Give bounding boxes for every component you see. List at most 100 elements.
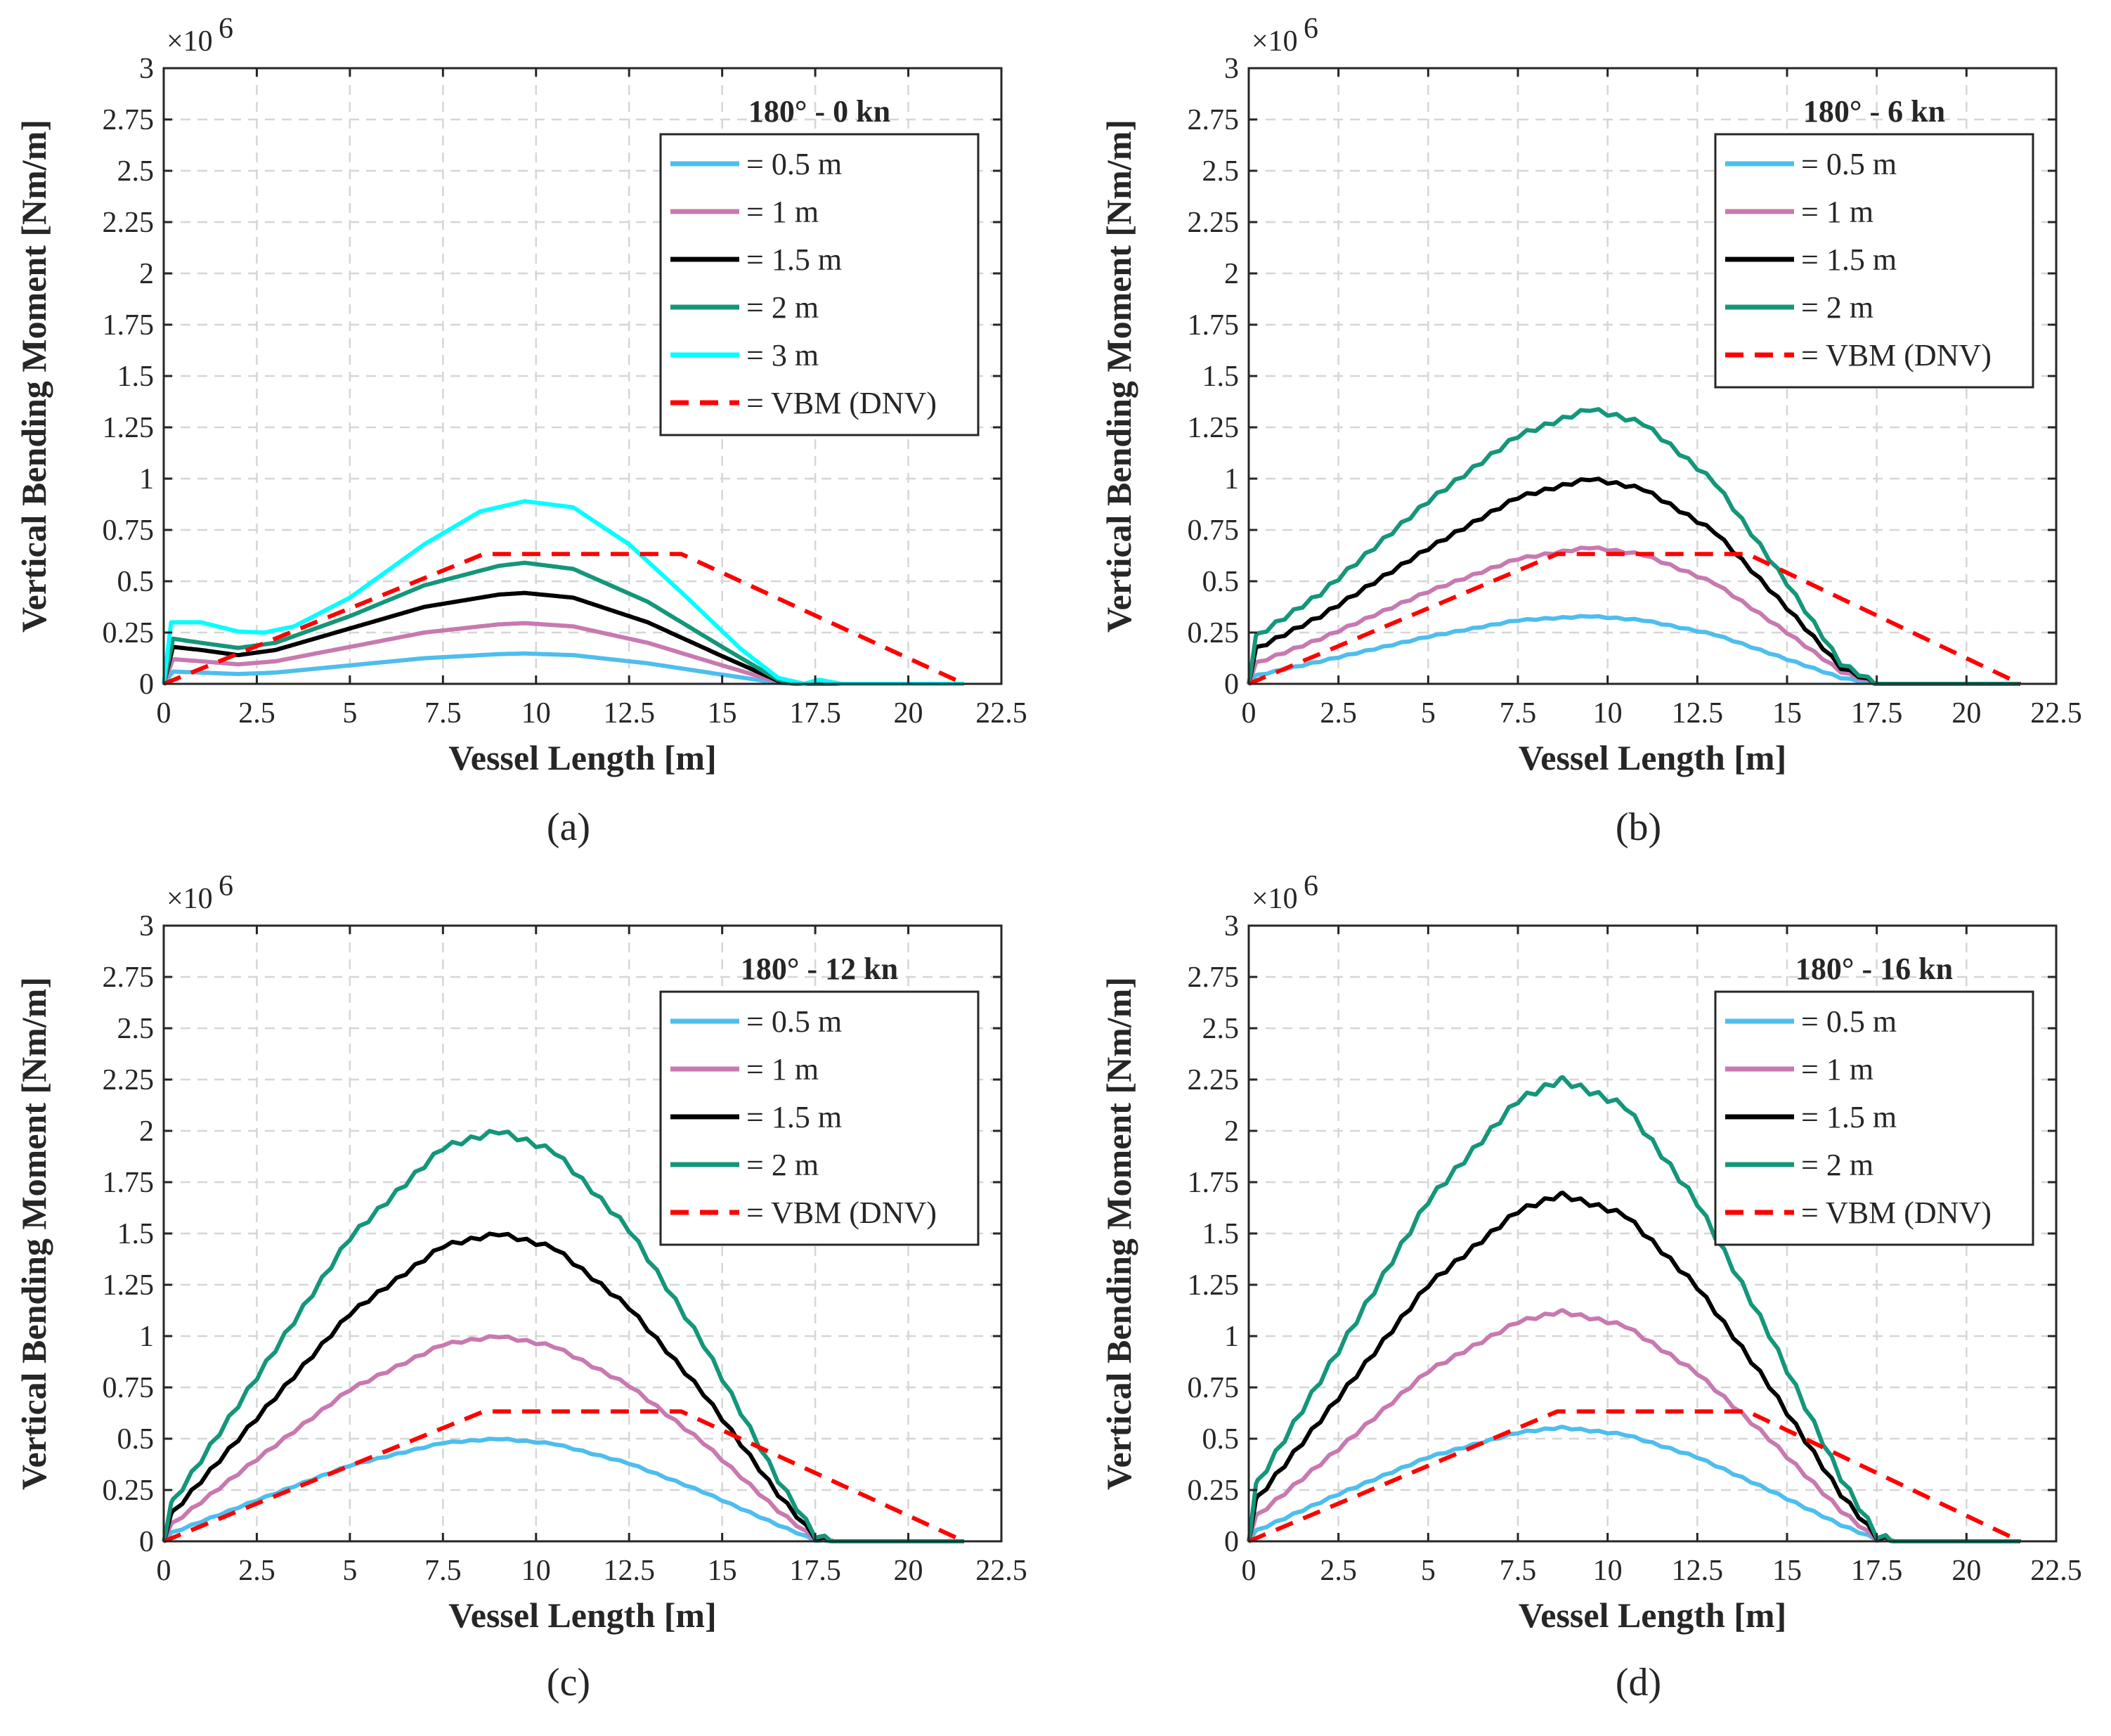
ticks: 0 2.5 5 7.5 10 12.5 15 17.5 20 22.500.250.50.7511…	[103, 910, 1027, 1587]
y-multiplier: ×10 6	[167, 13, 233, 58]
legend-title: 180° - 12 kn	[741, 952, 898, 986]
legend: 180° - 12 kn = 0.5 m = 1 m = 1.5 m = 2 m = VB…	[659, 952, 980, 1246]
legend-title: 180° - 6 kn	[1803, 94, 1945, 129]
series-line-4	[1247, 552, 2022, 686]
y-tick-label: 2	[139, 1115, 154, 1148]
x-axis-label: Vessel Length [m]	[448, 738, 716, 777]
x-tick-label: 15	[708, 1555, 737, 1587]
y-multiplier-base: ×10	[167, 25, 213, 58]
panel-label: (d)	[1616, 1661, 1661, 1704]
y-tick-label: 3	[1224, 910, 1239, 943]
x-tick-label: 2.5	[1320, 697, 1357, 730]
x-tick-label: 5	[342, 1555, 357, 1587]
y-tick-label: 0.5	[1202, 1423, 1240, 1456]
x-tick-label: 10	[521, 1555, 551, 1587]
y-tick-label: 2.25	[103, 207, 155, 239]
x-axis-label: Vessel Length [m]	[1519, 738, 1786, 777]
y-multiplier-exponent: 6	[219, 13, 233, 45]
x-tick-label: 20	[1951, 1555, 1981, 1587]
legend: 180° - 6 kn = 0.5 m = 1 m = 1.5 m = 2 m = VBM…	[1714, 94, 2034, 389]
x-tick-label: 12.5	[603, 697, 655, 730]
x-tick-label: 17.5	[1851, 1555, 1903, 1587]
y-tick-label: 1	[139, 463, 154, 495]
y-axis-label: Vertical Bending Moment [Nm/m]	[1099, 977, 1138, 1490]
y-tick-label: 3	[139, 53, 154, 85]
y-tick-label: 1.5	[1202, 361, 1240, 393]
legend-entry-0: = 0.5 m	[746, 147, 842, 181]
y-tick-label: 1	[139, 1321, 154, 1353]
x-tick-label: 10	[1593, 697, 1623, 730]
legend-entry-3: = 2 m	[1801, 290, 1873, 325]
x-tick-label: 22.5	[975, 697, 1027, 730]
y-tick-label: 2.75	[103, 104, 155, 136]
legend-entry-4: = VBM (DNV)	[1801, 338, 1992, 373]
x-tick-label: 0	[1242, 1555, 1256, 1587]
x-tick-label: 5	[342, 697, 357, 730]
ticks: 0 2.5 5 7.5 10 12.5 15 17.5 20 22.500.250.50.7511…	[1188, 53, 2082, 730]
y-tick-label: 0.25	[1188, 617, 1240, 649]
y-tick-label: 0.75	[103, 1372, 155, 1404]
y-tick-label: 0.5	[117, 566, 155, 598]
x-tick-label: 10	[521, 697, 551, 730]
x-tick-label: 7.5	[424, 1555, 462, 1587]
y-tick-label: 0	[139, 1526, 154, 1558]
legend-entry-2: = 1.5 m	[746, 242, 842, 277]
y-tick-label: 2.5	[117, 155, 155, 188]
y-tick-label: 2.5	[117, 1013, 155, 1045]
x-tick-label: 12.5	[1672, 697, 1724, 730]
x-axis-label: Vessel Length [m]	[448, 1595, 716, 1635]
x-tick-label: 5	[1421, 1555, 1436, 1587]
legend-entry-2: = 1.5 m	[746, 1100, 842, 1134]
series-line-4	[162, 1409, 966, 1543]
chart-panel-b: 0 2.5 5 7.5 10 12.5 15 17.5 20 22.500.250.50.7511…	[1099, 13, 2082, 849]
chart-panel-c: 0 2.5 5 7.5 10 12.5 15 17.5 20 22.500.250.50.7511…	[14, 870, 1027, 1704]
x-tick-label: 15	[1772, 697, 1802, 730]
x-tick-label: 2.5	[1320, 1555, 1357, 1587]
y-multiplier-exponent: 6	[1304, 870, 1318, 902]
panel-label: (c)	[547, 1661, 590, 1704]
series-line-4	[162, 499, 965, 686]
legend: 180° - 0 kn = 0.5 m = 1 m = 1.5 m = 2 m = 3 m…	[659, 94, 980, 436]
legend-entry-5: = VBM (DNV)	[746, 386, 937, 420]
x-tick-label: 7.5	[1500, 697, 1537, 730]
y-tick-label: 0.5	[117, 1423, 155, 1456]
legend-entry-4: = VBM (DNV)	[1801, 1196, 1992, 1230]
y-tick-label: 3	[1224, 53, 1239, 85]
y-tick-label: 1.25	[1188, 412, 1240, 444]
legend-entry-0: = 0.5 m	[1801, 1004, 1897, 1039]
y-tick-label: 0.5	[1202, 566, 1240, 598]
y-tick-label: 2.25	[1188, 207, 1240, 239]
legend-box	[659, 133, 980, 436]
x-tick-label: 15	[1772, 1555, 1802, 1587]
x-tick-label: 0	[1242, 697, 1256, 730]
legend-entry-3: = 2 m	[746, 1148, 819, 1182]
y-axis-label: Vertical Bending Moment [Nm/m]	[1099, 119, 1138, 633]
x-tick-label: 12.5	[603, 1555, 655, 1587]
y-axis-label: Vertical Bending Moment [Nm/m]	[14, 119, 53, 633]
x-tick-label: 20	[1951, 697, 1981, 730]
y-tick-label: 0.25	[103, 617, 155, 649]
y-axis-label: Vertical Bending Moment [Nm/m]	[14, 977, 53, 1490]
y-tick-label: 0	[1224, 668, 1239, 701]
y-multiplier: ×10 6	[1252, 13, 1318, 58]
legend-entry-2: = 1.5 m	[1801, 1100, 1897, 1134]
legend-entry-1: = 1 m	[746, 195, 819, 229]
y-multiplier: ×10 6	[1252, 870, 1318, 915]
y-tick-label: 1.75	[103, 1167, 155, 1199]
y-tick-label: 1	[1224, 1321, 1239, 1353]
series-line-5	[162, 552, 966, 686]
y-tick-label: 2.75	[1188, 104, 1240, 136]
legend: 180° - 16 kn = 0.5 m = 1 m = 1.5 m = 2 m = VB…	[1714, 952, 2034, 1246]
y-multiplier-base: ×10	[167, 883, 213, 915]
y-tick-label: 0.75	[1188, 1372, 1240, 1404]
x-tick-label: 2.5	[238, 1555, 275, 1587]
y-tick-label: 2.5	[1202, 1013, 1240, 1045]
legend-title: 180° - 0 kn	[748, 94, 890, 129]
legend-box	[1714, 133, 2034, 389]
x-tick-label: 2.5	[238, 697, 275, 730]
y-tick-label: 2.25	[1188, 1064, 1240, 1096]
chart-panel-d: 0 2.5 5 7.5 10 12.5 15 17.5 20 22.500.250.50.7511…	[1099, 870, 2082, 1704]
x-tick-label: 15	[708, 697, 737, 730]
y-tick-label: 2	[1224, 258, 1239, 290]
